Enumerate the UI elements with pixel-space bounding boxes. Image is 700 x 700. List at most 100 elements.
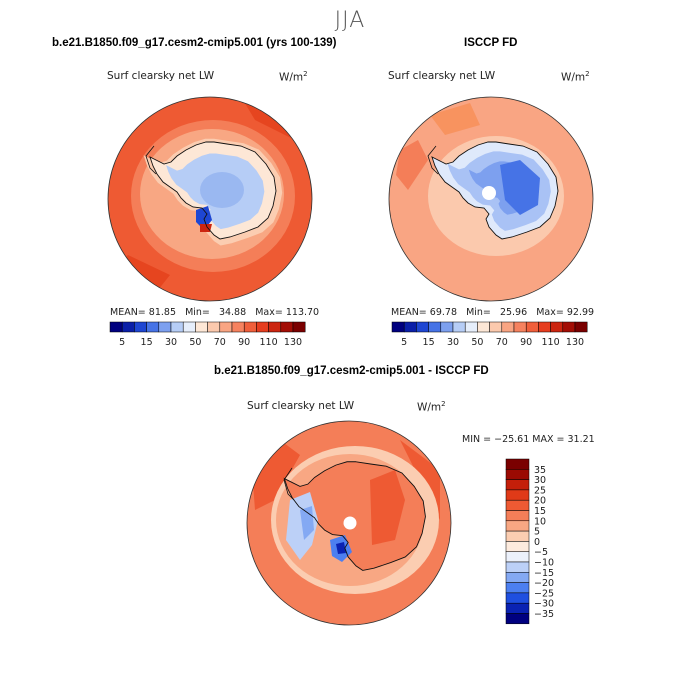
colorbar-label: 110 [542,337,560,348]
colorbar-label: 50 [189,337,201,348]
diff-map [246,420,452,626]
colorbar-box [505,541,530,552]
map-border [388,96,594,302]
diff-units-label: W/m2 [417,400,446,414]
colorbar-label: 30 [534,475,546,486]
colorbar-box [505,592,530,604]
colorbar-box [268,321,282,333]
colorbar-box [158,321,172,333]
interior-min [200,172,244,208]
colorbar-box [538,321,551,333]
colorbar-box [489,321,503,333]
colorbar-label: 70 [214,337,226,348]
colorbar-label: 110 [260,337,278,348]
colorbar-box [525,321,539,333]
model-colorbar: 5 15 30 50 70 90 110 130 [109,321,306,348]
colorbar-box [505,572,530,583]
obs-stats: MEAN= 69.78 Min= 25.96 Max= 92.99 [391,307,595,318]
colorbar-box [416,321,429,333]
obs-units-label: W/m2 [561,70,590,84]
colorbar-box [207,321,221,333]
colorbar-box [505,479,530,491]
colorbar-label: −5 [534,547,548,558]
colorbar-label: 15 [141,337,153,348]
colorbar-label: 0 [534,537,540,548]
ocean-max-patch [396,140,428,190]
colorbar-box [182,321,196,333]
colorbar-box [391,321,405,333]
map-border [246,420,452,626]
colorbar-label: 130 [284,337,302,348]
colorbar-label: 5 [534,527,540,538]
colorbar-label: 25 [534,485,546,496]
ross-sea-max [200,224,212,232]
model-units-label: W/m2 [279,70,308,84]
pole-hole [482,186,496,200]
model-map [107,96,313,302]
colorbar-label: 90 [238,337,250,348]
colorbar-label: −10 [534,558,554,569]
colorbar-box [134,321,147,333]
colorbar-label: 15 [534,506,546,517]
model-panel-title: b.e21.B1850.f09_g17.cesm2-cmip5.001 (yrs… [52,37,337,49]
colorbar-box [195,321,208,333]
ocean-max-patch [430,103,480,135]
model-variable-label: Surf clearsky net LW [107,70,215,82]
model-stats: MEAN= 81.85 Min= 34.88 Max= 113.70 [110,307,320,318]
colorbar-box [121,321,135,333]
colorbar-label: 130 [566,337,584,348]
colorbar-box [550,321,564,333]
colorbar-box [452,321,466,333]
map-border [107,96,313,302]
colorbar-label: 70 [496,337,508,348]
colorbar-box [109,321,123,333]
pole-hole [343,516,357,530]
diff-panel-title: b.e21.B1850.f09_g17.cesm2-cmip5.001 - IS… [214,365,489,377]
colorbar-box [505,520,530,532]
diff-minmax: MIN = −25.61 MAX = 31.21 [462,434,595,445]
colorbar-label: −35 [534,609,554,620]
colorbar-box [505,561,530,573]
colorbar-label: 35 [534,465,546,476]
colorbar-box [513,321,527,333]
obs-map [388,96,594,302]
colorbar-label: −20 [534,578,554,589]
south-america-tip [427,145,439,175]
colorbar-box [243,321,257,333]
colorbar-box [292,321,306,333]
colorbar-box [464,321,478,333]
colorbar-box [505,499,530,511]
colorbar-label: 20 [534,496,546,507]
colorbar-label: 5 [119,337,125,348]
obs-variable-label: Surf clearsky net LW [388,70,496,82]
colorbar-label: 30 [165,337,177,348]
south-america-tip [283,467,295,501]
east-positive-core [370,470,405,545]
colorbar-box [231,321,245,333]
colorbar-box [428,321,442,333]
east-plateau-min [500,160,540,215]
colorbar-box [440,321,454,333]
colorbar-box [477,321,490,333]
colorbar-label: 30 [447,337,459,348]
colorbar-box [562,321,576,333]
obs-colorbar: 5 15 30 50 70 90 110 130 [391,321,588,348]
diff-variable-label: Surf clearsky net LW [247,400,355,412]
colorbar-box [501,321,515,333]
colorbar-box [280,321,294,333]
colorbar-label: −25 [534,588,554,599]
colorbar-label: 10 [534,516,546,527]
colorbar-box [505,530,530,542]
colorbar-box [505,551,530,563]
season-title: JJA [334,8,366,33]
colorbar-box [505,489,530,501]
colorbar-label: −15 [534,568,554,579]
colorbar-box [505,458,530,470]
colorbar-box [505,510,530,522]
colorbar-box [505,602,530,614]
colorbar-box [403,321,417,333]
colorbar-box [505,469,530,480]
colorbar-label: 50 [471,337,483,348]
